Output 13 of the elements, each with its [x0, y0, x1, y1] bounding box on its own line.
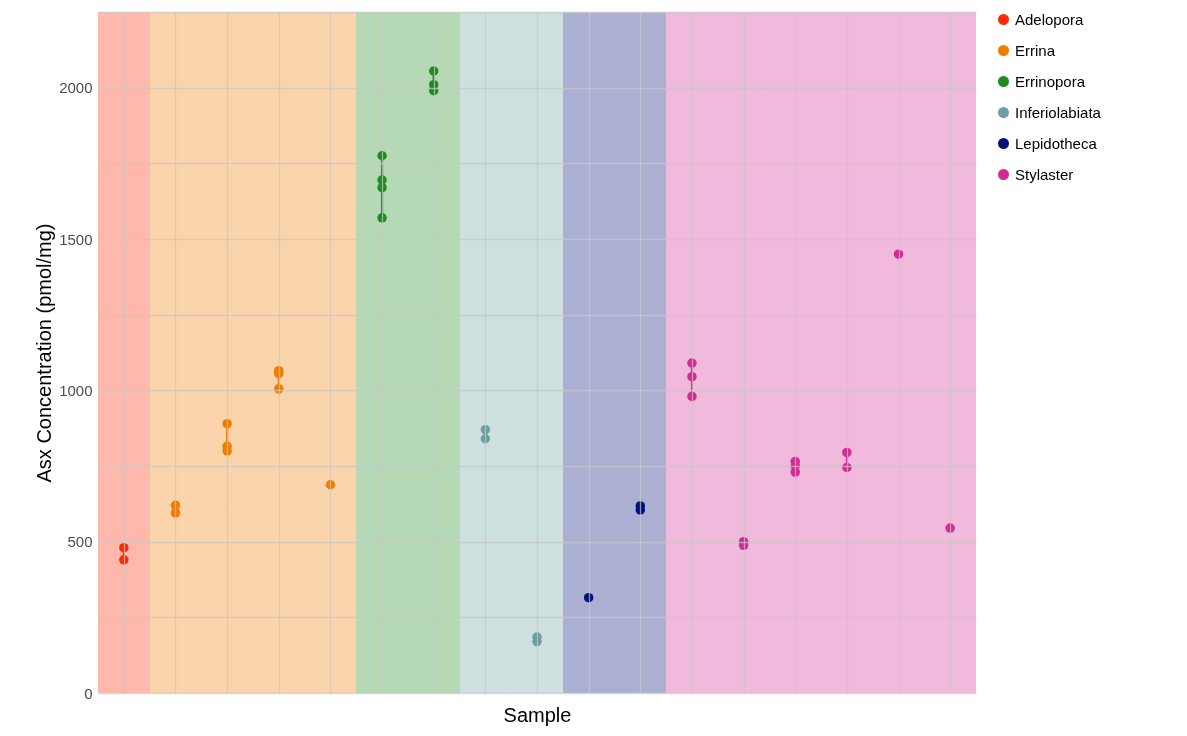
y-tick-label: 0 [84, 684, 93, 702]
legend-label: Stylaster [1015, 165, 1074, 183]
legend-label: Lepidotheca [1015, 134, 1098, 152]
y-tick-label: 500 [67, 533, 93, 551]
x-axis-title: Sample [503, 703, 572, 726]
y-tick-label: 1500 [59, 230, 93, 248]
y-tick-label: 2000 [59, 79, 93, 97]
legend-label: Errinopora [1015, 72, 1086, 90]
y-axis-title: Asx Concentration (pmol/mg) [33, 223, 56, 483]
legend-label: Errina [1015, 41, 1056, 59]
y-tick-label: 1000 [59, 381, 93, 399]
legend-label: Adelopora [1015, 10, 1085, 28]
legend-label: Inferiolabiata [1015, 103, 1102, 121]
